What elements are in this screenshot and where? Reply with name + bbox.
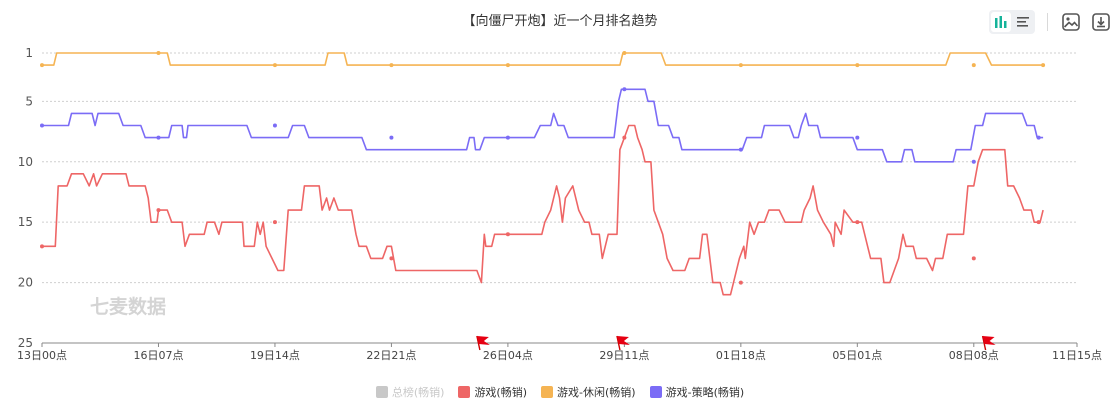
y-tick-label: 25 [18, 336, 33, 350]
data-point[interactable] [505, 135, 510, 140]
data-point[interactable] [272, 123, 277, 128]
data-point[interactable] [156, 208, 161, 213]
data-point[interactable] [505, 63, 510, 68]
y-tick-label: 10 [18, 155, 33, 169]
legend-label: 总榜(畅销) [391, 386, 445, 399]
data-point[interactable] [40, 123, 44, 128]
data-point[interactable] [738, 63, 743, 68]
legend-label: 游戏-休闲(畅销) [557, 386, 636, 399]
list-icon[interactable] [1013, 12, 1033, 32]
data-point[interactable] [855, 220, 860, 225]
data-point[interactable] [156, 135, 161, 140]
x-tick-label: 16日07点 [133, 349, 183, 362]
data-point[interactable] [272, 220, 277, 225]
data-point[interactable] [272, 63, 277, 68]
series-line-3[interactable] [42, 88, 1044, 163]
x-tick-label: 29日11点 [599, 349, 649, 362]
legend-item[interactable]: 游戏(畅销) [458, 384, 527, 400]
x-tick-label: 05日01点 [832, 349, 882, 362]
x-tick-label: 22日21点 [366, 349, 416, 362]
data-point[interactable] [1036, 220, 1041, 225]
legend-swatch [541, 386, 554, 398]
x-tick-label: 13日00点 [17, 349, 67, 362]
x-tick-label: 11日15点 [1052, 349, 1102, 362]
legend-swatch [458, 386, 471, 398]
data-point[interactable] [622, 51, 627, 55]
data-point[interactable] [855, 63, 860, 68]
event-flag-icon[interactable] [476, 335, 490, 351]
x-tick-label: 26日04点 [483, 349, 533, 362]
y-tick-label: 1 [25, 46, 33, 60]
data-point[interactable] [389, 135, 394, 140]
y-tick-label: 15 [18, 215, 33, 229]
legend-item[interactable]: 总榜(畅销) [375, 384, 445, 400]
series-line-2[interactable] [42, 52, 1044, 66]
view-toggle [989, 10, 1035, 34]
watermark: 七麦数据 [90, 295, 166, 318]
event-flag-icon[interactable] [981, 335, 996, 351]
legend-label: 游戏(畅销) [474, 386, 528, 399]
y-tick-label: 20 [18, 276, 33, 290]
data-point[interactable] [971, 63, 976, 68]
legend-label: 游戏-策略(畅销) [665, 386, 745, 399]
data-point[interactable] [622, 87, 627, 92]
image-download-icon[interactable] [1060, 11, 1082, 33]
data-point[interactable] [738, 147, 743, 152]
data-point[interactable] [156, 51, 161, 55]
legend-item[interactable]: 游戏-策略(畅销) [649, 384, 745, 400]
data-point[interactable] [1041, 63, 1046, 68]
download-icon[interactable] [1090, 11, 1112, 33]
data-point[interactable] [622, 135, 627, 140]
x-tick-label: 01日18点 [716, 349, 766, 362]
data-point[interactable] [389, 256, 394, 261]
legend-swatch [649, 386, 662, 398]
toolbar-divider [1047, 13, 1048, 31]
bar-chart-icon[interactable] [991, 12, 1011, 32]
data-point[interactable] [505, 232, 510, 237]
data-point[interactable] [40, 244, 44, 249]
y-tick-label: 5 [25, 94, 33, 108]
data-point[interactable] [855, 135, 860, 140]
data-point[interactable] [738, 280, 743, 285]
series-line-1[interactable] [42, 124, 1044, 296]
chart-title: 【向僵尸开炮】近一个月排名趋势 [462, 14, 658, 29]
data-point[interactable] [971, 256, 976, 261]
data-point[interactable] [971, 159, 976, 164]
event-flag-icon[interactable] [616, 335, 630, 351]
x-tick-label: 19日14点 [250, 349, 300, 362]
x-tick-label: 08日08点 [949, 349, 999, 362]
data-point[interactable] [40, 63, 44, 68]
chart-legend: 总榜(畅销) 游戏(畅销) 游戏-休闲(畅销) 游戏-策略(畅销) [0, 384, 1120, 400]
data-point[interactable] [1036, 135, 1041, 140]
legend-swatch [375, 386, 388, 398]
chart-toolbar [989, 9, 1112, 35]
legend-item[interactable]: 游戏-休闲(畅销) [541, 384, 636, 400]
data-point[interactable] [389, 63, 394, 68]
